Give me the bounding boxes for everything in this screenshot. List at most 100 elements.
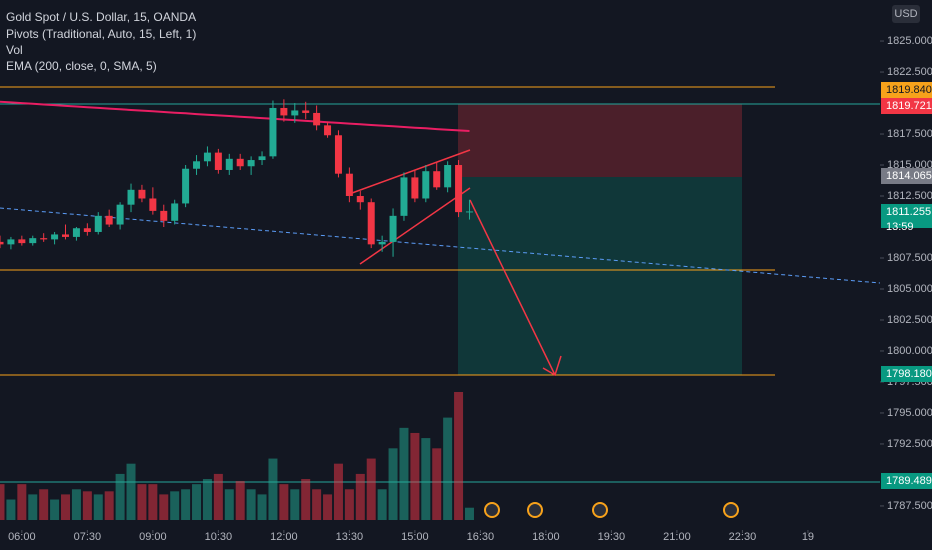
candle-body — [214, 152, 222, 170]
volume-bar — [454, 392, 464, 520]
candle-body — [160, 210, 168, 221]
price-tag — [881, 473, 932, 489]
price-tag — [881, 366, 932, 382]
x-tick-label: 12:00 — [270, 531, 298, 543]
x-tick-label: 22:30 — [729, 531, 757, 543]
volume-bar — [290, 489, 300, 520]
trend-line — [0, 207, 881, 284]
price-tag — [881, 204, 932, 228]
volume-bar — [344, 489, 354, 520]
wedge-line — [359, 187, 471, 265]
x-tick-label: 21:00 — [663, 531, 691, 543]
price-tag — [881, 168, 932, 184]
arrow — [469, 199, 562, 377]
candle-body — [411, 177, 419, 199]
axis: 1825.000 1822.500 1817.500 1815.000 1812.500… — [8, 35, 932, 543]
candle-body — [345, 173, 353, 197]
volume-bar — [17, 484, 27, 520]
volume-bar — [333, 463, 343, 520]
x-tick-label: 16:30 — [467, 531, 495, 543]
candle-body — [302, 110, 310, 113]
indicator: EMA (200, close, 0, SMA, 5) — [6, 59, 157, 73]
volume-bar — [224, 489, 234, 520]
volume-bar — [148, 484, 158, 520]
candle-body — [313, 112, 321, 126]
price-tag-label: 1819.721 — [886, 100, 932, 112]
candle-body — [444, 165, 452, 188]
candle-body — [105, 215, 113, 225]
candle-body — [367, 202, 375, 245]
volume-bar — [257, 494, 267, 520]
volume-bar — [28, 494, 38, 520]
stop-zone — [458, 104, 742, 177]
candle-body — [171, 203, 179, 221]
x-tick-label: 10:30 — [205, 531, 233, 543]
candle-body — [455, 165, 463, 213]
volume-bar — [399, 427, 409, 520]
x-tick-label: 09:00 — [139, 531, 167, 543]
x-tick-label: 13:30 — [336, 531, 364, 543]
candle-body — [334, 135, 342, 174]
volume-bar — [213, 473, 223, 520]
price-tag — [881, 98, 932, 114]
price-tag-label: 1798.180 — [886, 368, 932, 380]
candle-body — [83, 228, 91, 232]
x-tick-label: 06:00 — [8, 531, 36, 543]
volume-bar — [323, 494, 333, 520]
y-tick-label: 1822.500 — [887, 66, 932, 78]
volume-bar — [137, 484, 147, 520]
candle-body — [236, 158, 244, 167]
volume-bar — [61, 494, 71, 520]
volume-bar — [104, 491, 114, 520]
y-tick-label: 1802.500 — [887, 314, 932, 326]
wedge-line — [351, 149, 471, 194]
candle-body — [465, 211, 473, 213]
x-tick-label: 07:30 — [74, 531, 102, 543]
y-tick-label: 1800.000 — [887, 345, 932, 357]
volume-bar — [126, 463, 136, 520]
y-tick-label: 1812.500 — [887, 190, 932, 202]
y-tick-label: 1792.500 — [887, 438, 932, 450]
y-tick-label: 1795.000 — [887, 407, 932, 419]
volume-bar — [312, 489, 322, 520]
volume-bar — [410, 432, 420, 520]
volume-bar — [377, 489, 387, 520]
volume-bar — [246, 489, 256, 520]
volume-bar — [170, 491, 180, 520]
price-tag-label: 1811.255 — [886, 206, 931, 218]
candle-body — [433, 171, 441, 188]
currency-box[interactable] — [892, 5, 920, 23]
candle-body — [116, 204, 124, 225]
plot — [0, 99, 474, 520]
volume-bar — [432, 448, 442, 520]
volume-bar — [6, 499, 16, 520]
volume-bar — [192, 484, 202, 520]
volume-bar — [388, 448, 398, 520]
x-tick-label: 19 — [802, 531, 814, 543]
candle-body — [258, 156, 266, 161]
y-tick-label: 1825.000 — [887, 35, 932, 47]
symbol-title: Gold Spot / U.S. Dollar, 15, OANDA — [6, 10, 196, 24]
candle-body — [72, 228, 80, 237]
price-tag-label: 1814.065 — [886, 170, 932, 182]
indicator: Vol — [6, 43, 23, 57]
ema-line — [0, 100, 470, 132]
volume-bar — [71, 489, 81, 520]
candle-body — [29, 238, 37, 244]
price-tag-label: 1789.489 — [886, 475, 932, 487]
candle-body — [247, 160, 255, 167]
candle-body — [138, 189, 146, 199]
currency[interactable]: USD — [894, 8, 917, 20]
y-tick-label: 1787.500 — [887, 500, 932, 512]
volume-bar — [421, 438, 431, 520]
candle-body — [127, 189, 135, 205]
volume-bar — [50, 499, 60, 520]
candle-body — [269, 107, 277, 157]
price-tag-label: 13:59 — [886, 221, 914, 233]
candle-body — [51, 234, 59, 240]
candle-body — [18, 239, 26, 244]
candle-body — [291, 110, 299, 116]
volume-bar — [181, 489, 191, 520]
